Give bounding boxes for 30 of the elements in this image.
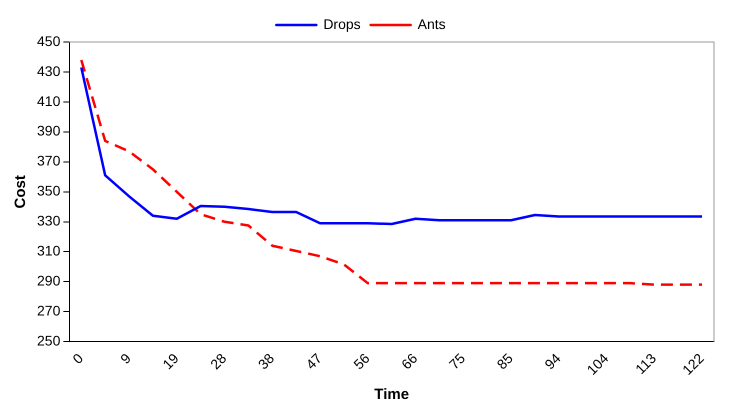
y-tick-label: 390 xyxy=(37,122,61,139)
x-tick-label: 75 xyxy=(446,350,468,372)
line-series xyxy=(80,58,704,286)
y-axis-title: Cost xyxy=(12,175,30,208)
legend-label: Drops xyxy=(323,16,361,32)
x-tick-label: 19 xyxy=(159,350,182,372)
y-tick-label: 430 xyxy=(37,62,61,79)
x-tick-label: 113 xyxy=(632,350,660,378)
x-tick-label: 47 xyxy=(302,350,326,372)
x-tick-label: 85 xyxy=(494,350,516,372)
x-tick-label: 9 xyxy=(117,350,134,367)
x-tick-label: 94 xyxy=(541,350,564,372)
x-tick-label: 56 xyxy=(350,350,373,372)
x-tick-label: 38 xyxy=(254,350,278,372)
y-tick-label: 370 xyxy=(37,152,61,169)
x-tick-label: 28 xyxy=(207,350,230,372)
x-tick-label: 104 xyxy=(584,350,612,378)
y-tick-label: 290 xyxy=(37,272,61,289)
y-tick-label: 350 xyxy=(37,182,61,199)
x-axis-title: Time xyxy=(374,386,410,404)
y-tick-label: 250 xyxy=(37,332,61,348)
y-tick-label: 310 xyxy=(37,242,61,259)
y-tick-label: 450 xyxy=(37,32,61,49)
y-tick-label: 330 xyxy=(37,212,61,229)
y-tick-label: 270 xyxy=(37,302,61,319)
x-tick-label: 66 xyxy=(398,350,421,372)
x-tick-label: 0 xyxy=(69,350,86,367)
x-tick-label: 122 xyxy=(679,350,708,378)
legend-label: Ants xyxy=(418,16,446,32)
y-tick-label: 410 xyxy=(37,92,61,109)
